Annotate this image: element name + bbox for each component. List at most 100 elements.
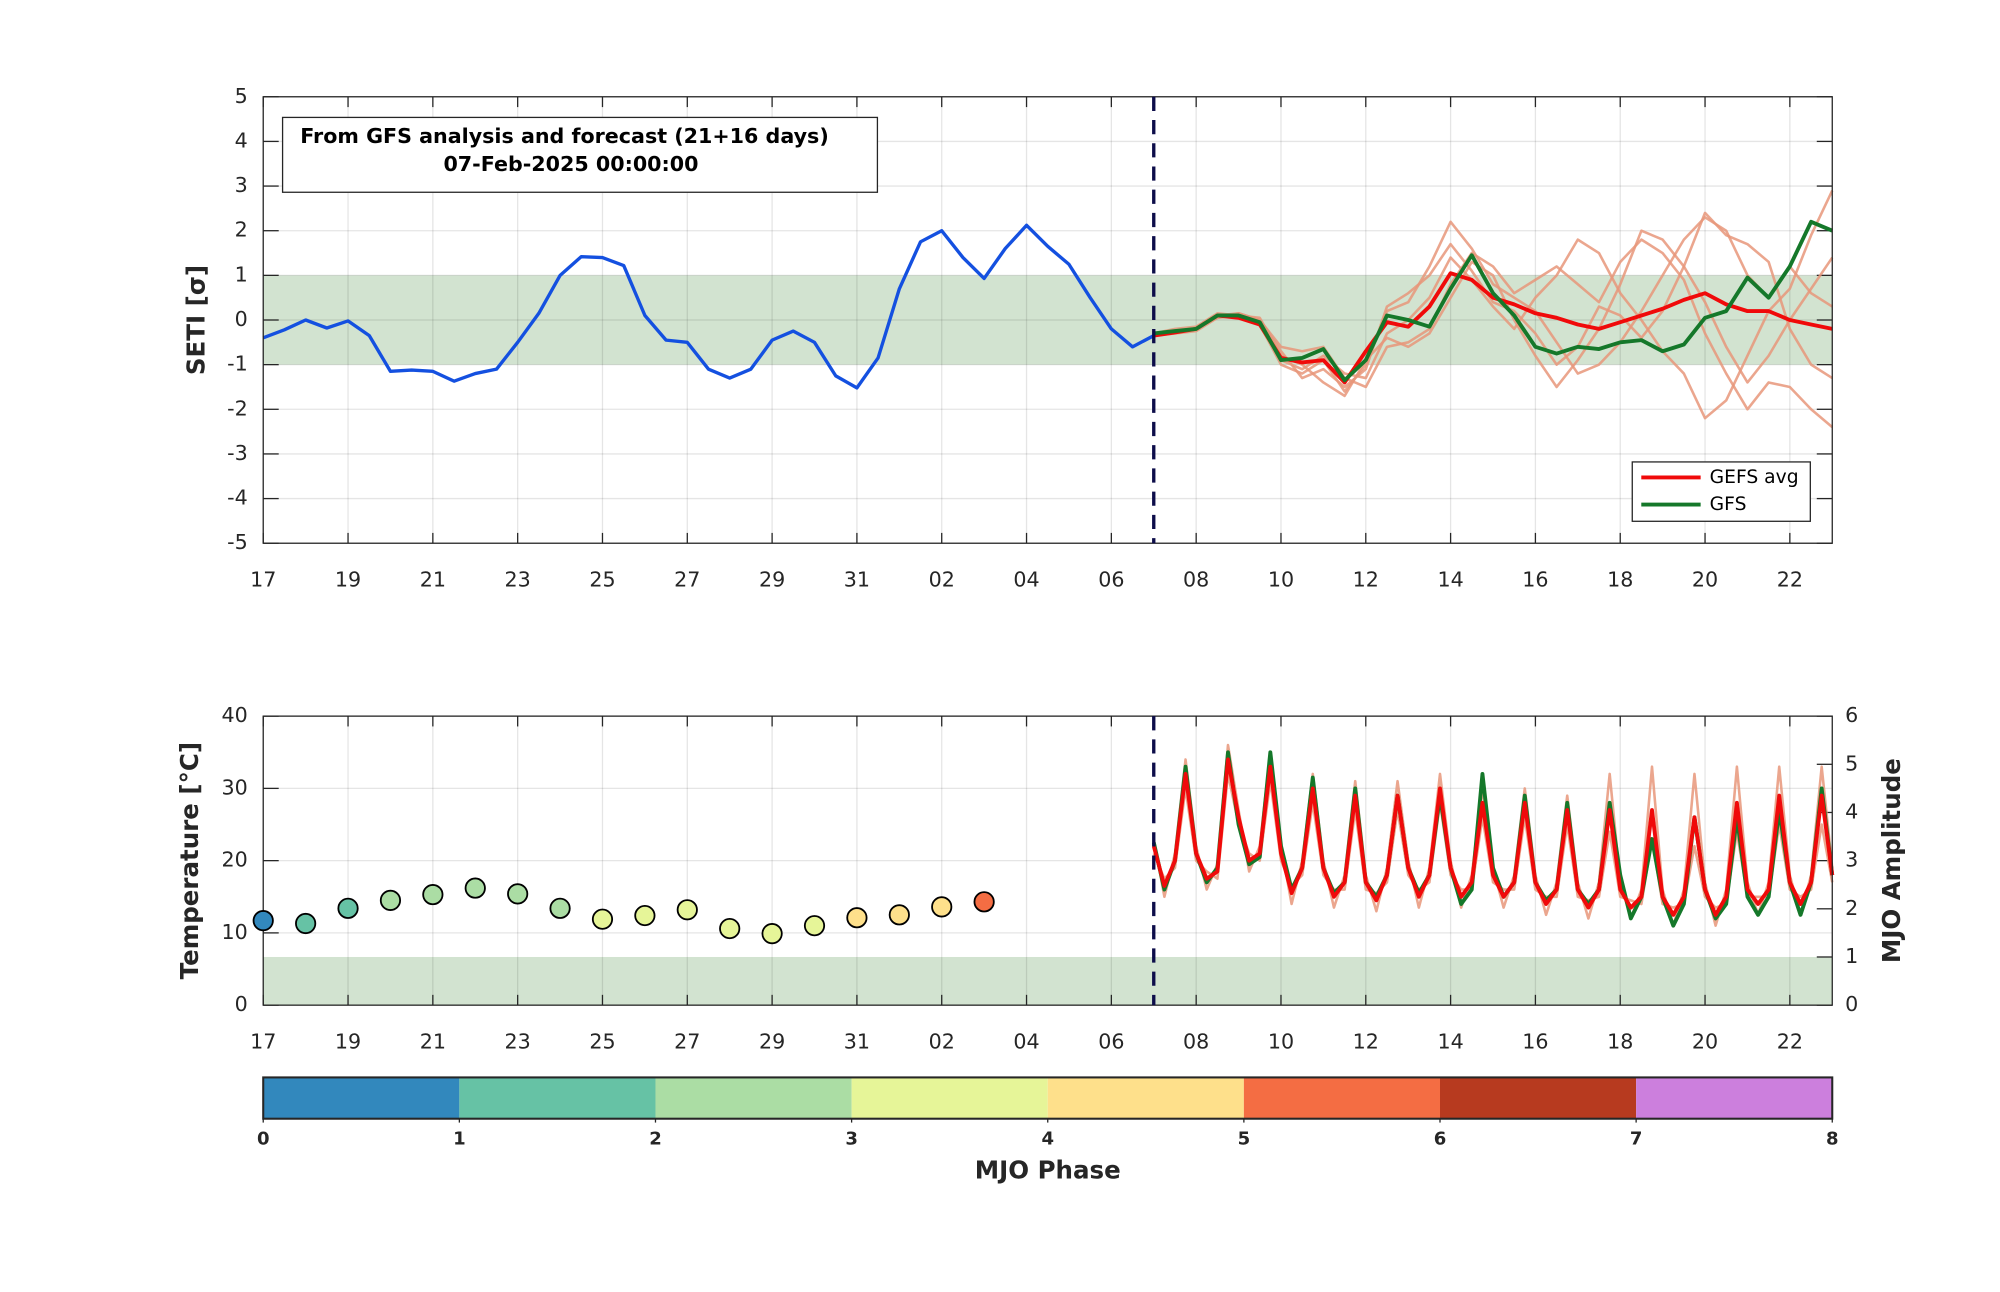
x-tick-label: 14	[1437, 1030, 1463, 1054]
x-tick-label: 25	[589, 1030, 615, 1054]
temperature-point	[591, 908, 614, 930]
y-tick-label: 20	[221, 848, 247, 872]
x-tick-label: 19	[335, 568, 361, 592]
colorbar-segment	[1636, 1077, 1833, 1119]
colorbar-tick-label: 8	[1826, 1128, 1839, 1149]
x-tick-label: 21	[420, 568, 446, 592]
colorbar-segment	[1440, 1077, 1637, 1119]
temperature-point	[337, 897, 359, 919]
colorbar-tick-label: 3	[845, 1128, 858, 1149]
temperature-point	[634, 904, 656, 927]
x-tick-label: 02	[929, 568, 955, 592]
annotation-text: 07-Feb-2025 00:00:00	[443, 152, 698, 176]
y-tick-label: 10	[221, 920, 247, 944]
temperature-point	[846, 907, 868, 929]
temperature-point	[252, 910, 274, 932]
y-tick-label: -2	[227, 396, 248, 420]
temperature-point	[888, 904, 910, 926]
y2-tick-label: 1	[1845, 944, 1858, 968]
forecast-line	[1151, 757, 1835, 917]
x-tick-label: 31	[844, 568, 870, 592]
temperature-point	[973, 891, 995, 913]
y-tick-label: -1	[227, 352, 248, 376]
y-tick-label: 1	[235, 262, 248, 286]
x-tick-label: 14	[1437, 568, 1463, 592]
temperature-point	[719, 917, 741, 940]
x-tick-label: 16	[1522, 1030, 1548, 1054]
y-tick-label: 4	[235, 128, 248, 152]
temperature-point	[761, 923, 783, 945]
colorbar-tick-label: 4	[1041, 1128, 1054, 1149]
colorbar-segment	[1047, 1077, 1244, 1119]
x-tick-label: 27	[674, 1030, 700, 1054]
temperature-point	[379, 889, 402, 911]
colorbar-tick-label: 2	[649, 1128, 662, 1149]
analysis-line	[262, 223, 1155, 390]
y-tick-label: 3	[235, 173, 248, 197]
y-tick-label: 2	[235, 218, 248, 242]
x-tick-label: 04	[1013, 1030, 1039, 1054]
colorbar-segment	[459, 1077, 656, 1119]
ensemble-member	[1153, 211, 1833, 389]
y-tick-label: 40	[221, 703, 247, 727]
x-tick-label: 31	[844, 1030, 870, 1054]
x-tick-label: 23	[505, 568, 531, 592]
x-tick-label: 06	[1098, 1030, 1124, 1054]
x-tick-label: 10	[1268, 568, 1294, 592]
colorbar-tick-label: 6	[1434, 1128, 1447, 1149]
colorbar-tick-label: 0	[257, 1128, 270, 1149]
legend-label: GEFS avg	[1710, 467, 1799, 488]
x-tick-label: 17	[250, 568, 276, 592]
temperature-point	[803, 915, 826, 937]
temperature-point	[931, 896, 953, 918]
y2-tick-label: 0	[1845, 992, 1858, 1016]
x-tick-label: 08	[1183, 568, 1209, 592]
x-tick-label: 10	[1268, 1030, 1294, 1054]
x-tick-label: 16	[1522, 568, 1548, 592]
y-tick-label: 30	[221, 775, 247, 799]
x-tick-label: 20	[1692, 568, 1718, 592]
colorbar-label: MJO Phase	[975, 1156, 1121, 1185]
y2-tick-label: 2	[1845, 896, 1858, 920]
colorbar-tick-label: 5	[1238, 1128, 1251, 1149]
chart-colorbar: 0 1 2 3 4 5 6 7 8 MJO Phase	[257, 1076, 1839, 1185]
temperature-point	[507, 883, 529, 905]
annotation-text: From GFS analysis and forecast (21+16 da…	[300, 124, 828, 148]
x-tick-label: 08	[1183, 1030, 1209, 1054]
y-tick-label: 0	[235, 307, 248, 331]
y2-tick-label: 4	[1845, 799, 1858, 823]
y-tick-label: -3	[227, 441, 248, 465]
x-tick-label: 22	[1777, 568, 1803, 592]
x-tick-label: 29	[759, 568, 785, 592]
y2-tick-label: 5	[1845, 751, 1858, 775]
x-tick-label: 20	[1692, 1030, 1718, 1054]
x-tick-label: 12	[1353, 568, 1379, 592]
x-tick-label: 29	[759, 1030, 785, 1054]
x-tick-label: 19	[335, 1030, 361, 1054]
temperature-point	[422, 884, 444, 906]
temperature-point	[464, 877, 486, 899]
x-tick-label: 18	[1607, 568, 1633, 592]
y2-tick-label: 3	[1845, 848, 1858, 872]
temperature-point	[295, 912, 317, 935]
x-tick-label: 22	[1777, 1030, 1803, 1054]
plot-frame	[262, 715, 1833, 1006]
x-tick-label: 02	[929, 1030, 955, 1054]
y-axis-label: Temperature [°C]	[175, 742, 204, 979]
chart-scatter: 17 19 21 23 25 27 29 31 02 04 06 08 10 12 14 16 18 20 2201…	[175, 703, 1906, 1053]
x-tick-label: 27	[674, 568, 700, 592]
colorbar-segment	[655, 1077, 852, 1119]
x-tick-label: 18	[1607, 1030, 1633, 1054]
colorbar-tick-label: 7	[1630, 1128, 1643, 1149]
legend-box	[1631, 461, 1811, 522]
x-tick-label: 17	[250, 1030, 276, 1054]
temperature-point	[549, 897, 571, 919]
colorbar-segment	[1243, 1077, 1440, 1119]
colorbar-segment	[851, 1077, 1048, 1119]
x-tick-label: 06	[1098, 568, 1124, 592]
y2-tick-label: 6	[1845, 703, 1858, 727]
ensemble-member	[1152, 743, 1834, 927]
y2-axis-label: MJO Amplitude	[1877, 758, 1906, 963]
